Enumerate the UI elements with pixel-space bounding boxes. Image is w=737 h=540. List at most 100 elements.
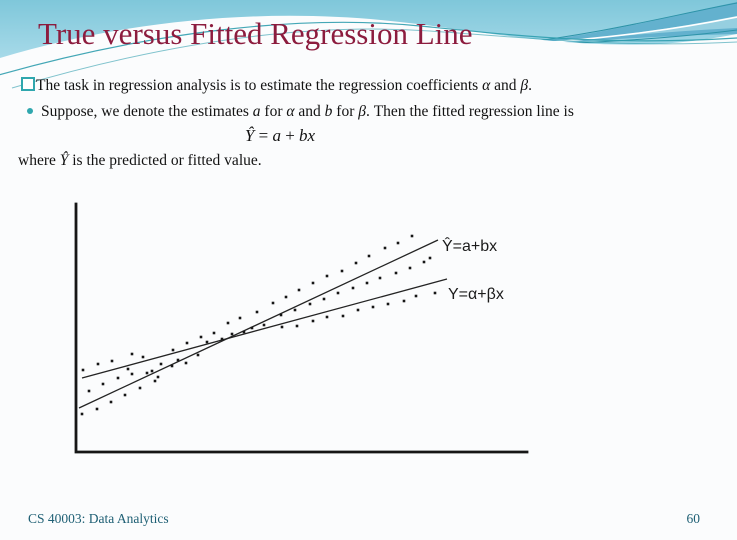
scatter-point: [116, 376, 120, 380]
banner-wedge: [500, 2, 737, 46]
scatter-point: [410, 234, 414, 238]
scatter-point: [130, 352, 134, 356]
scatter-point: [123, 393, 127, 397]
bullet-1-text: .: [528, 77, 532, 94]
footer-course-label: CS 40003: Data Analytics: [28, 511, 169, 526]
scatter-point: [212, 331, 216, 335]
scatter-point: [365, 281, 369, 285]
regression-formula: Ŷ = a + bx: [130, 126, 430, 146]
dot-bullet-icon: [27, 108, 33, 114]
alpha-symbol: α: [286, 103, 295, 120]
scatter-point: [262, 323, 266, 327]
scatter-point: [176, 358, 180, 362]
b-symbol: b: [324, 103, 333, 120]
scatter-point: [130, 372, 134, 376]
y-hat-symbol: Ŷ: [244, 126, 255, 145]
scatter-point: [386, 302, 390, 306]
scatter-point: [311, 319, 315, 323]
scatter-point: [255, 310, 259, 314]
scatter-point: [184, 361, 188, 365]
beta-symbol: β: [358, 103, 366, 120]
bullet-2-text: for: [260, 103, 287, 120]
scatter-point: [297, 288, 301, 292]
chart-axes: [74, 202, 529, 454]
scatter-point: [145, 371, 149, 375]
scatter-point: [156, 375, 160, 379]
a-symbol: a: [252, 103, 261, 120]
square-bullet-icon: [21, 77, 35, 91]
scatter-point: [433, 291, 437, 295]
bullet-2-text: Suppose, we denote the estimates: [41, 103, 253, 120]
scatter-point: [196, 353, 200, 357]
scatter-point: [159, 362, 163, 366]
scatter-point: [95, 407, 99, 411]
scatter-point: [394, 271, 398, 275]
a-symbol: a: [272, 126, 281, 145]
scatter-point: [383, 246, 387, 250]
scatter-point: [354, 261, 358, 265]
fitted-regression-line: [78, 239, 439, 409]
scatter-point: [199, 335, 203, 339]
scatter-point: [138, 386, 142, 390]
banner-crest-line-1: [0, 21, 737, 76]
true-regression-line-label: Y=α+βx: [448, 286, 504, 303]
scatter-point: [153, 379, 157, 383]
scatter-point: [279, 313, 283, 317]
formula-text: +: [280, 126, 300, 145]
where-text: is the predicted or fitted value.: [68, 152, 262, 169]
scatter-point: [220, 337, 224, 341]
scatter-point: [295, 324, 299, 328]
bx-symbol: bx: [299, 126, 316, 145]
scatter-point: [141, 355, 145, 359]
scatter-point: [408, 266, 412, 270]
scatter-point: [351, 286, 355, 290]
scatter-point: [250, 326, 254, 330]
bullet-1-text: and: [490, 77, 521, 94]
footer-page-number: 60: [686, 511, 701, 526]
scatter-point: [325, 274, 329, 278]
where-text: where: [18, 152, 60, 169]
scatter-point: [293, 308, 297, 312]
scatter-point: [284, 295, 288, 299]
scatter-point: [378, 276, 382, 280]
scatter-point: [428, 256, 432, 260]
scatter-point: [242, 330, 246, 334]
scatter-point: [96, 362, 100, 366]
scatter-point: [414, 294, 418, 298]
where-clause: where Ŷ is the predicted or fitted value…: [18, 152, 262, 170]
scatter-point: [81, 368, 85, 372]
scatter-point: [185, 341, 189, 345]
scatter-point: [87, 389, 91, 393]
alpha-symbol: α: [482, 77, 491, 94]
scatter-point: [311, 281, 315, 285]
bullet-1: The task in regression analysis is to es…: [36, 77, 532, 95]
scatter-point: [150, 369, 154, 373]
scatter-point: [230, 332, 234, 336]
banner-artwork: [0, 0, 737, 92]
fitted-regression-line-label: Ŷ=a+bx: [442, 236, 497, 255]
bullet-2-text: and: [294, 103, 325, 120]
scatter-point: [367, 254, 371, 258]
page-title: True versus Fitted Regression Line: [38, 16, 473, 51]
scatter-point: [356, 308, 360, 312]
bullet-2: Suppose, we denote the estimates a for α…: [41, 103, 574, 121]
scatter-point: [101, 382, 105, 386]
bullet-2-text: . Then the fitted regression line is: [365, 103, 574, 120]
scatter-point: [341, 314, 345, 318]
scatter-point: [110, 359, 114, 363]
beta-symbol: β: [520, 77, 529, 94]
scatter-point: [226, 321, 230, 325]
scatter-point: [238, 316, 242, 320]
bullet-2-text: for: [332, 103, 359, 120]
formula-text: =: [254, 126, 273, 145]
scatter-point: [371, 305, 375, 309]
scatter-point: [271, 301, 275, 305]
bullet-1-text: The task in regression analysis is to es…: [36, 77, 483, 94]
scatter-point: [308, 302, 312, 306]
banner-crest-line-2: [11, 28, 737, 89]
scatter-point: [340, 269, 344, 273]
scatter-point: [205, 340, 209, 344]
scatter-point: [280, 325, 284, 329]
y-hat-symbol: Ŷ: [59, 152, 69, 169]
